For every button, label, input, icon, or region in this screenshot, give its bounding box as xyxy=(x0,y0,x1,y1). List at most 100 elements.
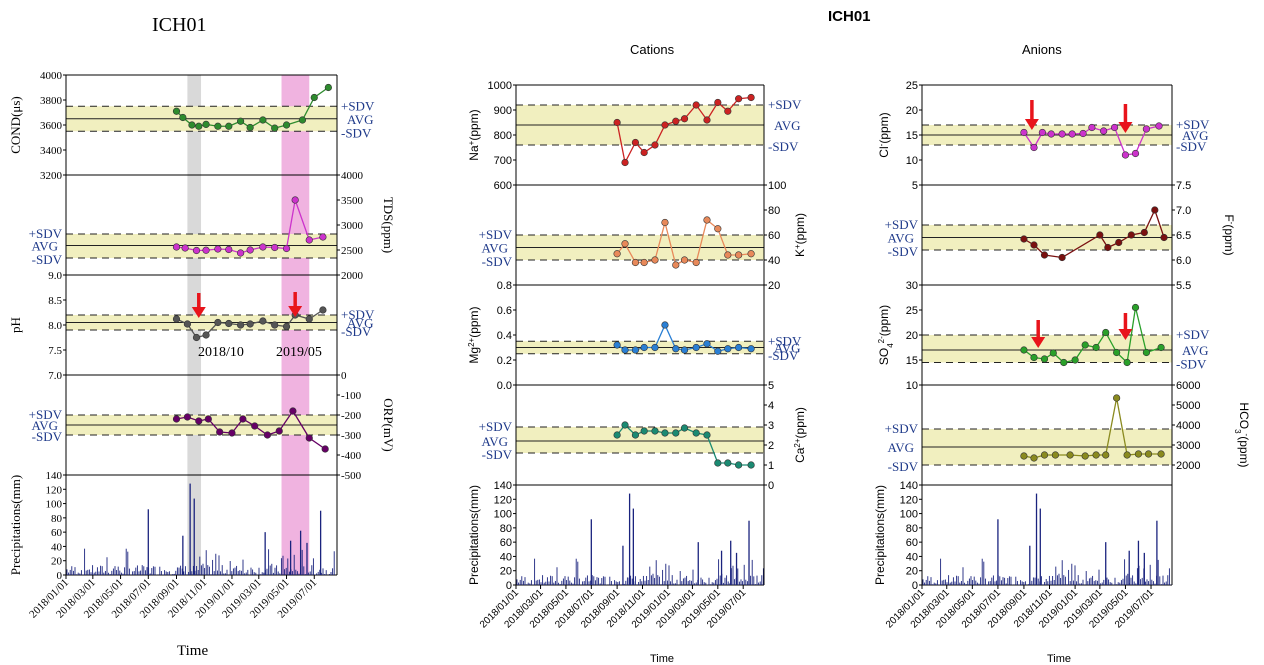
orp-y-tick-label: -500 xyxy=(341,470,362,482)
precip_left-y-tick-label: 100 xyxy=(46,499,63,511)
tds-data-point xyxy=(237,249,245,257)
na-y-tick-label: 700 xyxy=(494,155,512,167)
precip_mid-y-tick-label: 140 xyxy=(494,480,512,492)
orp-data-point xyxy=(183,413,192,421)
ca-data-point xyxy=(735,461,743,469)
mg-data-point xyxy=(724,345,732,353)
ph-data-point xyxy=(237,321,245,329)
precip_mid-y-tick-label: 80 xyxy=(500,523,512,535)
ph-data-point xyxy=(225,319,233,328)
mg-y-tick-label: 0.0 xyxy=(497,380,512,392)
so4-data-point xyxy=(1081,341,1089,349)
cond-plus-sdv-label: +SDV xyxy=(341,98,375,113)
na-y-tick-label: 600 xyxy=(494,180,512,192)
ph-y-label: pH xyxy=(8,317,23,333)
precip_left-y-tick-label: 0 xyxy=(57,570,63,582)
hco3-data-point xyxy=(1020,452,1028,460)
k-data-point xyxy=(651,256,659,264)
cl-y-tick-label: 20 xyxy=(906,105,918,117)
orp-minus-sdv-label: -SDV xyxy=(32,429,63,444)
mg-y-tick-label: 0.2 xyxy=(497,355,512,367)
hco3-data-point xyxy=(1102,451,1110,459)
na-y-label: Na+(ppm) xyxy=(467,109,482,160)
precip_left-y-tick-label: 120 xyxy=(46,484,63,496)
cl-data-point xyxy=(1121,151,1130,159)
mg-data-point xyxy=(714,347,722,355)
precip-mid-y-label: Precipitations(mm) xyxy=(467,485,481,585)
anions-title: Anions xyxy=(1022,42,1062,57)
annotation-2018-10: 2018/10 xyxy=(198,345,244,360)
tds-data-point xyxy=(192,246,201,255)
tds-y-tick-label: 3500 xyxy=(341,195,364,207)
mg-data-point xyxy=(680,346,689,354)
ph-avg-label: AVG xyxy=(347,316,374,331)
k-avg-label: AVG xyxy=(482,241,509,256)
tds-data-point xyxy=(319,233,327,241)
so4-data-point xyxy=(1092,343,1100,352)
cond-y-tick-label: 3400 xyxy=(40,145,63,157)
cl-y-tick-label: 5 xyxy=(912,180,918,192)
hco3-data-point xyxy=(1134,450,1143,458)
precip_right-y-tick-label: 40 xyxy=(906,551,918,563)
hco3-data-point xyxy=(1123,451,1131,459)
ph-y-tick-label: 9.0 xyxy=(48,270,62,282)
f-data-point xyxy=(1140,228,1148,237)
time-label-right: Time xyxy=(1047,653,1072,665)
so4-y-tick-label: 20 xyxy=(906,330,918,342)
k-plus-sdv-label: +SDV xyxy=(479,227,513,242)
f-plus-sdv-label: +SDV xyxy=(885,217,919,232)
f-data-point xyxy=(1030,241,1038,249)
ca-sdv-band xyxy=(516,427,764,453)
f-data-point xyxy=(1104,243,1112,252)
na-data-point xyxy=(735,95,743,103)
precip_mid-y-tick-label: 40 xyxy=(500,551,512,563)
precip-right-y-label: Precipitations(mm) xyxy=(873,485,887,585)
ph-minus-sdv-label: -SDV xyxy=(341,324,372,339)
ca-data-point xyxy=(672,429,680,437)
orp-data-point xyxy=(172,415,181,423)
cl-data-point xyxy=(1020,128,1028,137)
f-data-point xyxy=(1058,253,1066,262)
so4-data-point xyxy=(1102,328,1110,337)
f-y-tick-label: 5.5 xyxy=(1176,280,1191,292)
mg-data-point xyxy=(747,345,755,353)
f-y-tick-label: 7.0 xyxy=(1176,205,1191,217)
ca-y-tick-label: 3 xyxy=(768,420,774,432)
hco3-plus-sdv-label: +SDV xyxy=(885,421,919,436)
mg-data-point xyxy=(621,346,629,354)
mg-data-point xyxy=(672,345,680,353)
precip_right-y-tick-label: 20 xyxy=(906,566,918,578)
mg-y-label: Mg2+(ppm) xyxy=(467,306,482,363)
orp-data-point xyxy=(251,422,259,430)
ca-data-point xyxy=(621,421,629,429)
f-data-point xyxy=(1020,235,1028,243)
na-avg-label: AVG xyxy=(774,118,801,133)
precip_right-y-tick-label: 100 xyxy=(900,509,918,521)
so4-data-point xyxy=(1123,358,1131,367)
f-y-tick-label: 6.5 xyxy=(1176,230,1191,242)
time-label-mid: Time xyxy=(650,653,675,665)
k-data-point xyxy=(724,251,732,259)
so4-data-point xyxy=(1040,355,1049,363)
na-data-point xyxy=(640,148,648,157)
tds-y-tick-label: 2500 xyxy=(341,245,364,257)
f-y-tick-label: 6.0 xyxy=(1176,255,1191,267)
cl-data-point xyxy=(1110,123,1119,132)
ph-data-point xyxy=(305,315,313,323)
hco3-y-tick-label: 6000 xyxy=(1176,380,1200,392)
tds-data-point xyxy=(291,196,299,204)
tds-plus-sdv-label: +SDV xyxy=(29,226,63,241)
na-y-tick-label: 800 xyxy=(494,130,512,142)
cond-data-point xyxy=(214,122,222,130)
na-data-point xyxy=(724,107,732,115)
tds-data-point xyxy=(246,246,254,254)
mg-data-point xyxy=(631,346,640,354)
time-label-left: Time xyxy=(177,643,209,659)
cl-avg-label: AVG xyxy=(1182,128,1209,143)
ph-y-tick-label: 7.0 xyxy=(48,370,62,382)
ph-data-point xyxy=(246,320,254,328)
precip_right-y-tick-label: 140 xyxy=(900,480,918,492)
na-data-point xyxy=(672,117,680,125)
cond-data-point xyxy=(259,116,267,124)
